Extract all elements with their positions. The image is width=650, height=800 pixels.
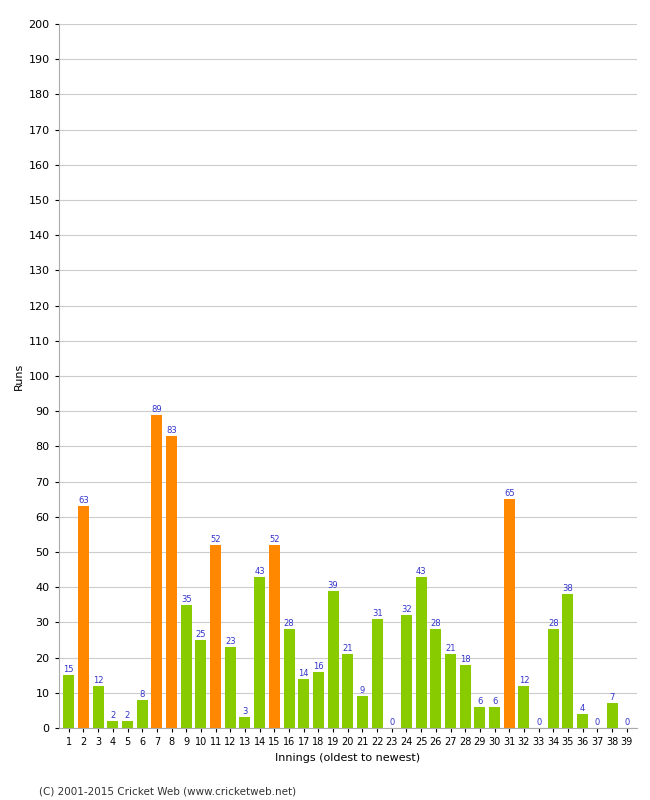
Bar <box>415 577 426 728</box>
Text: 6: 6 <box>492 697 497 706</box>
Text: 89: 89 <box>151 405 162 414</box>
Text: 4: 4 <box>580 704 585 713</box>
Text: 38: 38 <box>563 584 573 593</box>
Text: 3: 3 <box>242 707 248 716</box>
Text: 83: 83 <box>166 426 177 434</box>
Bar <box>283 630 294 728</box>
Text: 63: 63 <box>78 496 89 505</box>
Text: 12: 12 <box>93 676 103 685</box>
Text: 21: 21 <box>445 644 456 653</box>
Bar <box>504 499 515 728</box>
Bar <box>357 696 368 728</box>
Bar <box>372 619 383 728</box>
Bar <box>519 686 530 728</box>
Text: 28: 28 <box>283 619 294 628</box>
Bar <box>474 707 486 728</box>
Text: 25: 25 <box>196 630 206 639</box>
Bar <box>460 665 471 728</box>
Text: 8: 8 <box>140 690 145 698</box>
Bar <box>151 414 162 728</box>
Bar <box>313 672 324 728</box>
Bar <box>181 605 192 728</box>
Text: 7: 7 <box>609 694 615 702</box>
Bar <box>210 545 221 728</box>
Bar <box>562 594 573 728</box>
Text: 39: 39 <box>328 581 339 590</box>
Bar <box>254 577 265 728</box>
Bar <box>78 506 89 728</box>
Bar <box>225 647 236 728</box>
Bar <box>136 700 148 728</box>
Bar <box>196 640 207 728</box>
Text: 21: 21 <box>343 644 353 653</box>
Text: 2: 2 <box>125 711 130 720</box>
Text: (C) 2001-2015 Cricket Web (www.cricketweb.net): (C) 2001-2015 Cricket Web (www.cricketwe… <box>39 786 296 796</box>
Text: 15: 15 <box>64 665 74 674</box>
Bar <box>577 714 588 728</box>
Text: 9: 9 <box>360 686 365 695</box>
Bar <box>328 590 339 728</box>
Text: 0: 0 <box>624 718 629 727</box>
Text: 16: 16 <box>313 662 324 670</box>
Text: 28: 28 <box>548 619 558 628</box>
Bar <box>548 630 559 728</box>
Text: 0: 0 <box>389 718 395 727</box>
Bar <box>239 718 250 728</box>
Y-axis label: Runs: Runs <box>14 362 24 390</box>
X-axis label: Innings (oldest to newest): Innings (oldest to newest) <box>275 753 421 762</box>
Bar <box>166 436 177 728</box>
Text: 12: 12 <box>519 676 529 685</box>
Bar <box>489 707 500 728</box>
Bar <box>606 703 618 728</box>
Text: 43: 43 <box>416 566 426 575</box>
Text: 0: 0 <box>595 718 600 727</box>
Text: 43: 43 <box>254 566 265 575</box>
Bar <box>401 615 412 728</box>
Text: 52: 52 <box>211 535 221 544</box>
Text: 35: 35 <box>181 594 192 604</box>
Text: 0: 0 <box>536 718 541 727</box>
Bar <box>298 678 309 728</box>
Text: 2: 2 <box>111 711 116 720</box>
Bar <box>343 654 353 728</box>
Text: 31: 31 <box>372 609 382 618</box>
Text: 65: 65 <box>504 489 515 498</box>
Text: 18: 18 <box>460 654 471 663</box>
Text: 14: 14 <box>298 669 309 678</box>
Bar <box>430 630 441 728</box>
Text: 32: 32 <box>401 606 412 614</box>
Text: 28: 28 <box>430 619 441 628</box>
Bar <box>93 686 103 728</box>
Text: 23: 23 <box>225 637 235 646</box>
Bar <box>445 654 456 728</box>
Text: 6: 6 <box>477 697 482 706</box>
Bar <box>122 721 133 728</box>
Bar <box>107 721 118 728</box>
Bar <box>269 545 280 728</box>
Text: 52: 52 <box>269 535 280 544</box>
Bar <box>63 675 74 728</box>
